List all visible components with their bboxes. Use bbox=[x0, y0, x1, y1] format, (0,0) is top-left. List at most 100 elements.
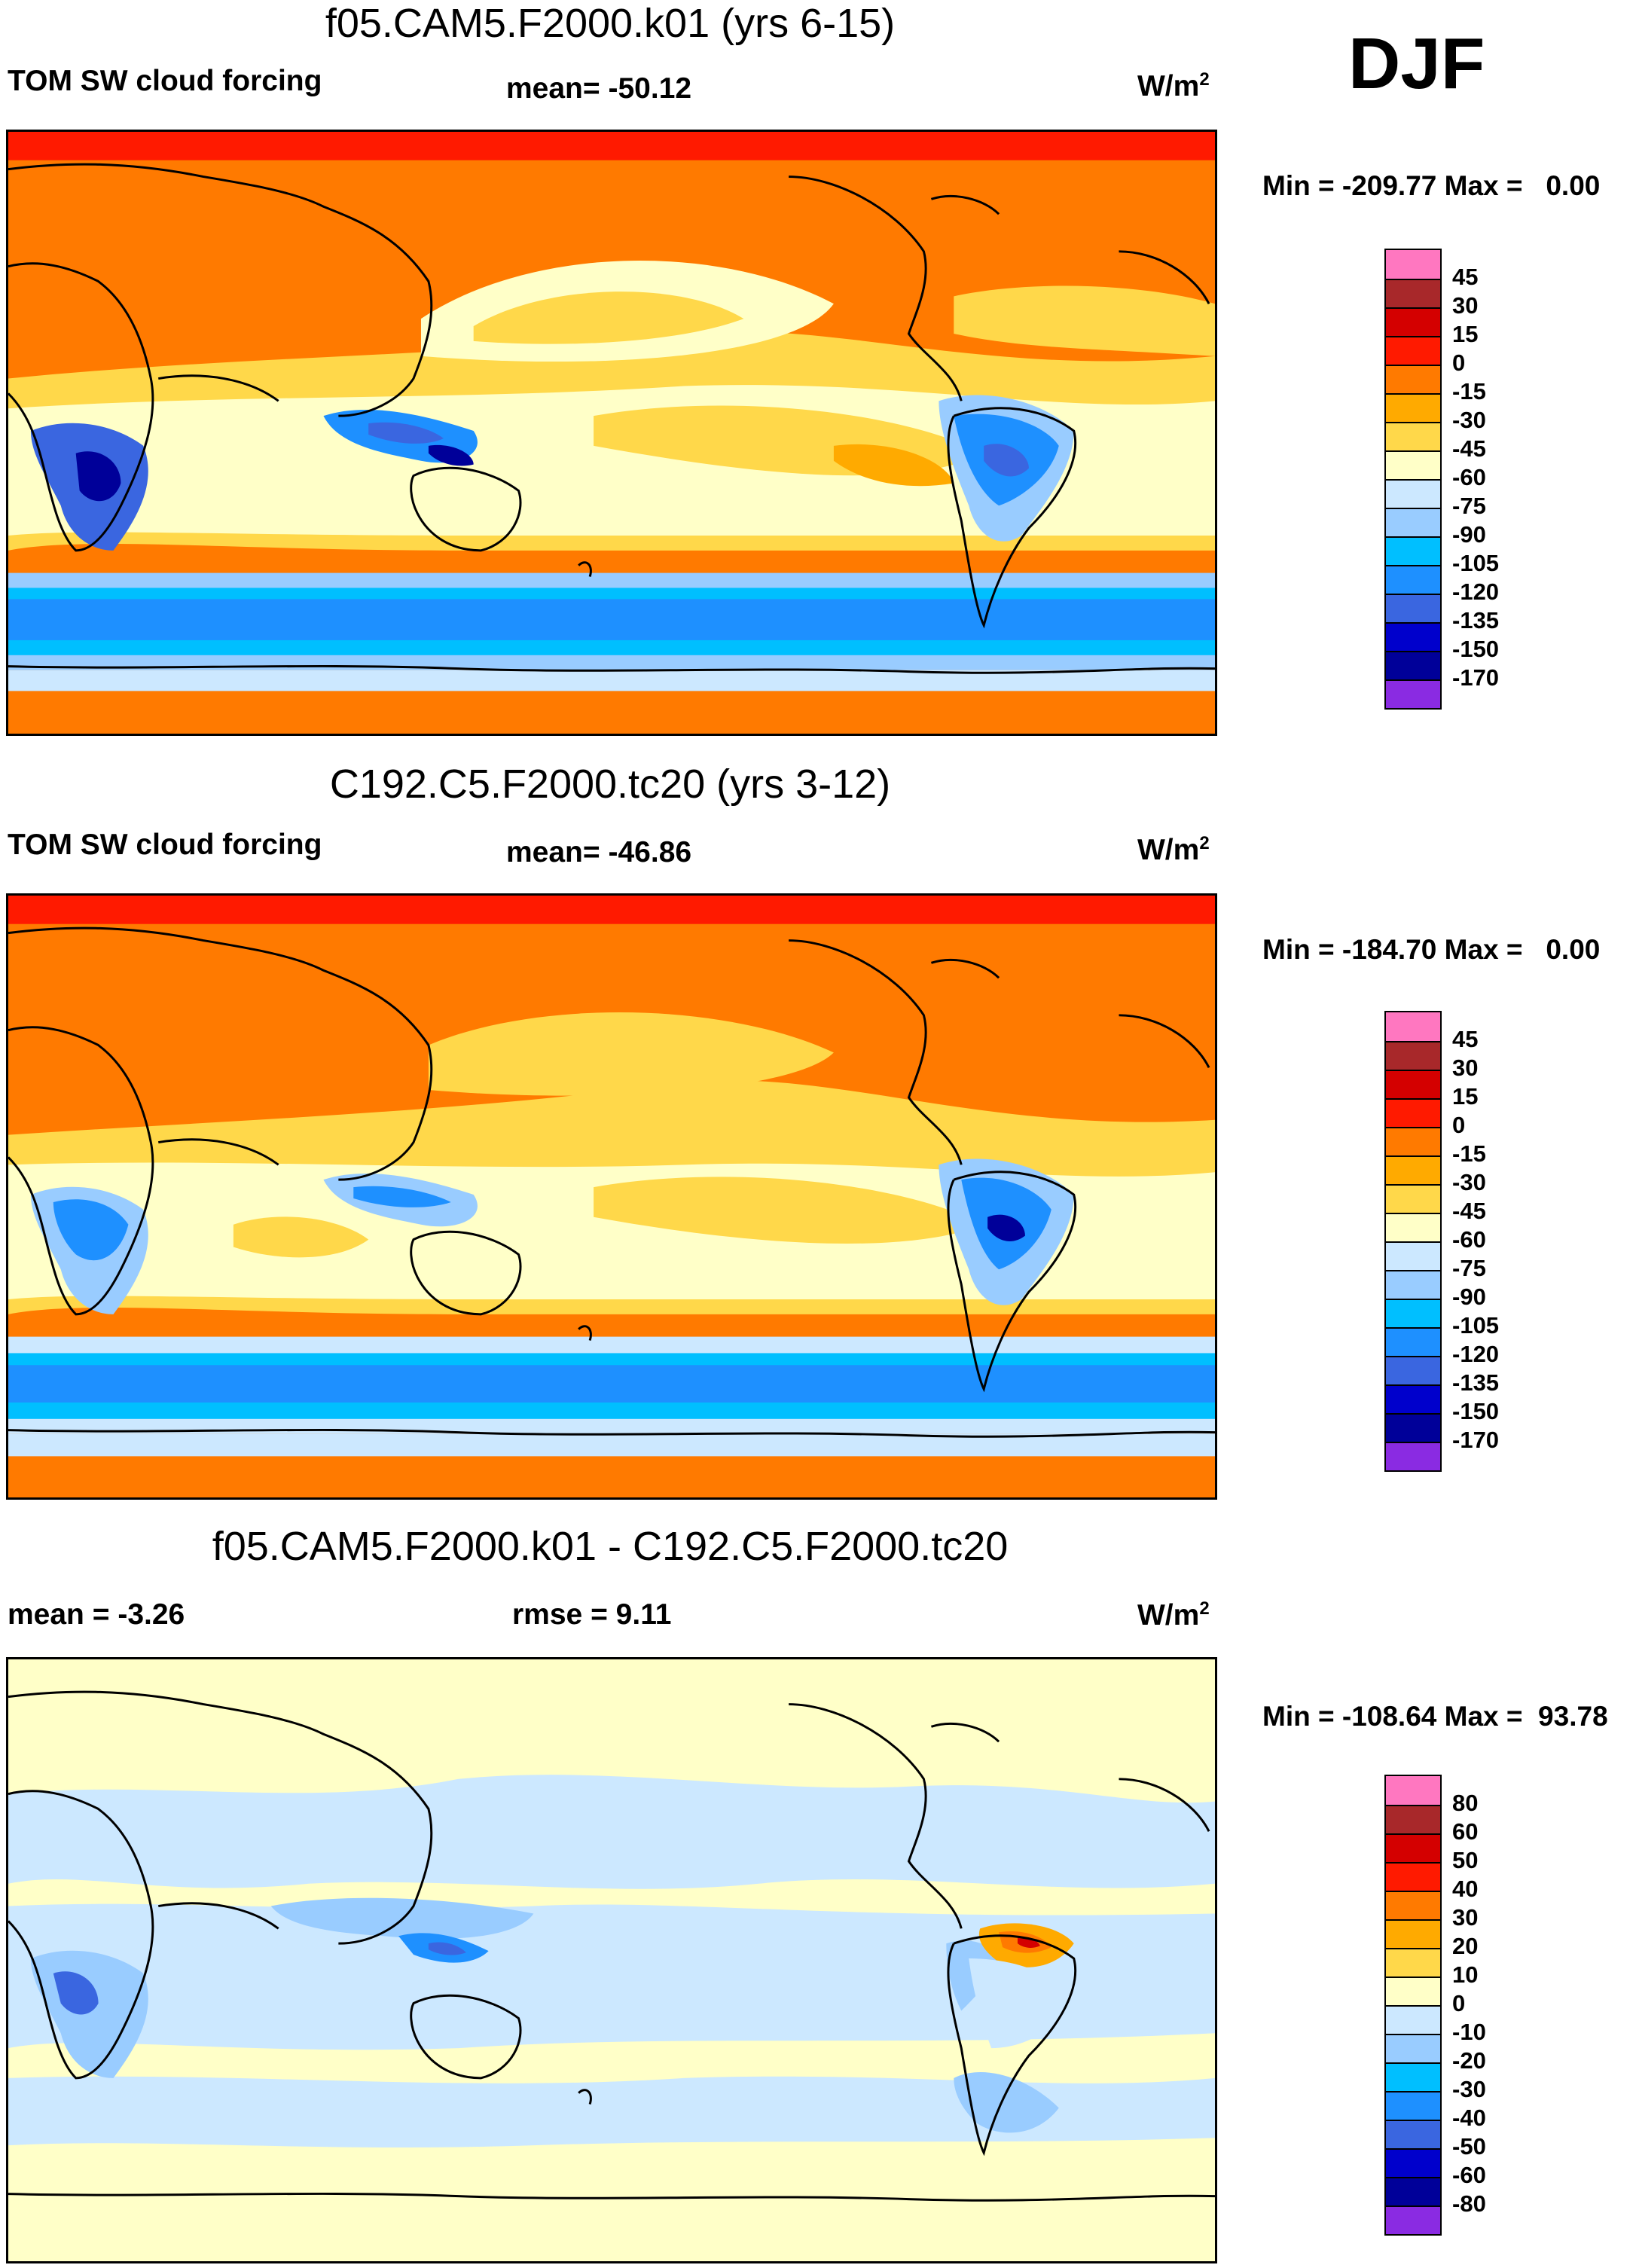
colorbar-swatch bbox=[1386, 250, 1440, 279]
colorbar-tick-label: 20 bbox=[1452, 1933, 1479, 1959]
colorbar-tick-label: -30 bbox=[1452, 407, 1486, 433]
colorbar-tick-label: -90 bbox=[1452, 521, 1486, 548]
colorbar-tick-label: -120 bbox=[1452, 1341, 1500, 1367]
colorbar-swatch bbox=[1386, 594, 1440, 622]
colorbar-tick-label: 45 bbox=[1452, 264, 1479, 290]
colorbar-tick-label: -170 bbox=[1452, 1427, 1500, 1453]
colorbar-swatch bbox=[1386, 2091, 1440, 2120]
colorbar-tick-label: -30 bbox=[1452, 2076, 1486, 2102]
panel-3-minmax: Min = -108.64 Max = 93.78 bbox=[1262, 1701, 1608, 1732]
colorbar-swatch bbox=[1386, 422, 1440, 450]
colorbar-swatch bbox=[1386, 1299, 1440, 1327]
colorbar-swatch bbox=[1386, 2205, 1440, 2234]
panel-1-variable-label: TOM SW cloud forcing bbox=[8, 65, 322, 97]
colorbar-tick-label: -50 bbox=[1452, 2133, 1486, 2160]
colorbar-swatch bbox=[1386, 508, 1440, 536]
colorbar-swatch bbox=[1386, 622, 1440, 651]
colorbar-tick-label: 10 bbox=[1452, 1961, 1479, 1988]
colorbar-swatch bbox=[1386, 1442, 1440, 1470]
colorbar-tick-label: 30 bbox=[1452, 1055, 1479, 1081]
map-1-svg bbox=[8, 132, 1215, 734]
colorbar-tick-label: -45 bbox=[1452, 1198, 1486, 1224]
colorbar-swatch bbox=[1386, 2148, 1440, 2177]
panel-1-units: W/m2 bbox=[1137, 69, 1210, 102]
colorbar-swatch bbox=[1386, 1891, 1440, 1919]
colorbar-swatch bbox=[1386, 536, 1440, 565]
map-2-svg bbox=[8, 896, 1215, 1497]
panel-2-map bbox=[6, 893, 1217, 1500]
colorbar-tick-label: -120 bbox=[1452, 578, 1500, 605]
colorbar-tick-label: 0 bbox=[1452, 1112, 1466, 1138]
panel-2-mean-label: mean= -46.86 bbox=[506, 836, 692, 868]
colorbar-tick-label: -40 bbox=[1452, 2105, 1486, 2131]
panel-1-map bbox=[6, 130, 1217, 736]
season-label: DJF bbox=[1348, 23, 1485, 104]
colorbar-tick-label: -60 bbox=[1452, 2162, 1486, 2188]
colorbar-tick-label: -105 bbox=[1452, 550, 1500, 576]
colorbar-tick-label: -10 bbox=[1452, 2019, 1486, 2045]
colorbar-tick-label: -150 bbox=[1452, 636, 1500, 662]
colorbar-swatch bbox=[1386, 2005, 1440, 2034]
panel-2-title: C192.C5.F2000.tc20 (yrs 3-12) bbox=[329, 762, 891, 807]
colorbar-swatch bbox=[1386, 1862, 1440, 1891]
panel-3-rmse-label: rmse = 9.11 bbox=[512, 1598, 672, 1631]
colorbar-tick-label: -150 bbox=[1452, 1398, 1500, 1424]
colorbar-swatch bbox=[1386, 2034, 1440, 2062]
colorbar-swatch bbox=[1386, 1919, 1440, 1948]
panel-1-minmax: Min = -209.77 Max = 0.00 bbox=[1262, 170, 1601, 201]
colorbar-tick-label: 45 bbox=[1452, 1026, 1479, 1052]
colorbar-tick-label: 80 bbox=[1452, 1790, 1479, 1816]
colorbar-swatch bbox=[1386, 679, 1440, 708]
colorbar-swatch bbox=[1386, 1270, 1440, 1299]
colorbar-tick-label: -15 bbox=[1452, 378, 1486, 404]
panel-3-map bbox=[6, 1657, 1217, 2263]
colorbar-tick-label: 15 bbox=[1452, 1083, 1479, 1110]
colorbar-tick-label: -135 bbox=[1452, 607, 1500, 633]
panel-2-minmax: Min = -184.70 Max = 0.00 bbox=[1262, 934, 1601, 965]
colorbar-swatch bbox=[1386, 336, 1440, 365]
colorbar-swatch bbox=[1386, 1356, 1440, 1384]
colorbar-tick-label: 0 bbox=[1452, 350, 1466, 376]
colorbar-tick-label: -30 bbox=[1452, 1169, 1486, 1195]
colorbar-swatch bbox=[1386, 365, 1440, 393]
panel-3-mean-label: mean = -3.26 bbox=[8, 1598, 185, 1631]
colorbar-swatch bbox=[1386, 565, 1440, 594]
colorbar-swatch bbox=[1386, 1098, 1440, 1127]
panel-3-units: W/m2 bbox=[1137, 1598, 1210, 1632]
colorbar-swatch bbox=[1386, 1805, 1440, 1833]
colorbar-tick-label: 50 bbox=[1452, 1847, 1479, 1873]
colorbar-tick-label: 40 bbox=[1452, 1876, 1479, 1902]
map-3-svg bbox=[8, 1659, 1215, 2261]
colorbar-swatch bbox=[1386, 1213, 1440, 1241]
colorbar-tick-label: -75 bbox=[1452, 493, 1486, 519]
colorbar-tick-label: -90 bbox=[1452, 1284, 1486, 1310]
colorbar-swatch bbox=[1386, 1241, 1440, 1270]
colorbar-tick-label: -45 bbox=[1452, 435, 1486, 462]
colorbar-swatch bbox=[1386, 1012, 1440, 1041]
colorbar-tick-label: 0 bbox=[1452, 1990, 1466, 2016]
colorbar-swatch bbox=[1386, 1070, 1440, 1098]
colorbar-swatch bbox=[1386, 279, 1440, 307]
colorbar-swatch bbox=[1386, 1413, 1440, 1442]
colorbar-swatch bbox=[1386, 307, 1440, 336]
panel-1-title: f05.CAM5.F2000.k01 (yrs 6-15) bbox=[325, 1, 896, 46]
colorbar-tick-label: -105 bbox=[1452, 1312, 1500, 1339]
colorbar-tick-label: -60 bbox=[1452, 1226, 1486, 1253]
colorbar-swatch bbox=[1386, 1833, 1440, 1862]
panel-1-mean-label: mean= -50.12 bbox=[506, 72, 692, 105]
colorbar-tick-label: -15 bbox=[1452, 1140, 1486, 1167]
colorbar-tick-label: 15 bbox=[1452, 321, 1479, 347]
colorbar-tick-label: -20 bbox=[1452, 2047, 1486, 2074]
colorbar-tick-label: -80 bbox=[1452, 2190, 1486, 2217]
colorbar-swatch bbox=[1386, 393, 1440, 422]
colorbar-swatch bbox=[1386, 1155, 1440, 1184]
colorbar-swatch bbox=[1386, 1976, 1440, 2005]
colorbar-tick-label: 60 bbox=[1452, 1818, 1479, 1845]
colorbar-tick-label: -75 bbox=[1452, 1255, 1486, 1281]
colorbar-tick-label: -60 bbox=[1452, 464, 1486, 490]
colorbar-swatch bbox=[1386, 2120, 1440, 2148]
colorbar-swatch bbox=[1386, 1184, 1440, 1213]
panel-1-colorbar bbox=[1384, 249, 1442, 710]
colorbar-swatch bbox=[1386, 1776, 1440, 1805]
colorbar-swatch bbox=[1386, 450, 1440, 479]
